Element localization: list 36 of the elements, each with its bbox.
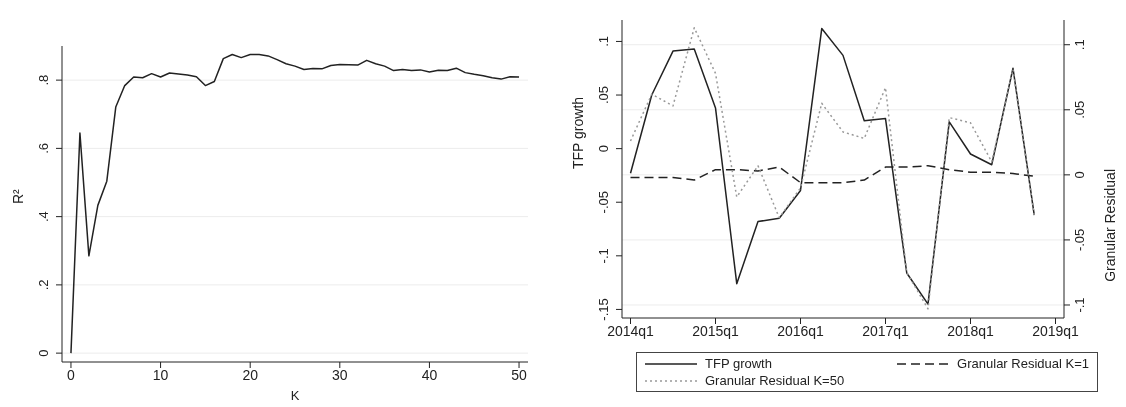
x-tick-label: 30 — [332, 366, 348, 383]
y2-tick-label: 0 — [1072, 171, 1087, 179]
x-tick-label: 20 — [242, 366, 259, 383]
y-tick-label: .2 — [36, 279, 51, 291]
y-axis-title: TFP growth — [569, 96, 586, 169]
line-series — [70, 53, 520, 354]
x-tick-label: 10 — [152, 366, 169, 383]
y2-tick-label: -.05 — [1072, 228, 1087, 252]
y2-tick-label: .1 — [1072, 39, 1087, 51]
y-tick-label: .6 — [36, 142, 51, 154]
x-tick-label: 2014q1 — [607, 322, 655, 339]
y-tick-label: .8 — [36, 74, 51, 86]
y2-tick-label: -.1 — [1072, 297, 1087, 313]
y2-tick-label: .05 — [1072, 100, 1087, 119]
x-tick-label: 50 — [511, 366, 528, 383]
y-axis-title: R² — [9, 188, 26, 204]
y-tick-label: -.15 — [596, 298, 611, 321]
x-tick-label: 2017q1 — [862, 322, 910, 339]
x-tick-label: 40 — [421, 366, 438, 383]
y-tick-label: .05 — [596, 86, 611, 105]
x-tick-label: 2018q1 — [947, 322, 995, 339]
x-axis-title: K — [290, 388, 300, 403]
y-tick-label: 0 — [596, 145, 611, 153]
legend-label: TFP growth — [705, 356, 772, 371]
y-tick-label: 0 — [36, 349, 51, 357]
y-tick-label: .4 — [36, 211, 51, 223]
x-tick-label: 0 — [67, 366, 76, 383]
y-tick-label: -.1 — [596, 248, 611, 264]
y-tick-label: -.05 — [596, 191, 611, 214]
x-tick-label: 2015q1 — [692, 322, 740, 339]
y-tick-label: .1 — [596, 36, 611, 47]
y2-axis-title: Granular Residual — [1101, 169, 1118, 282]
legend-label: Granular Residual K=50 — [705, 373, 845, 388]
x-tick-label: 2019q1 — [1032, 322, 1080, 339]
x-tick-label: 2016q1 — [777, 322, 825, 339]
legend-label: Granular Residual K=1 — [957, 356, 1089, 371]
